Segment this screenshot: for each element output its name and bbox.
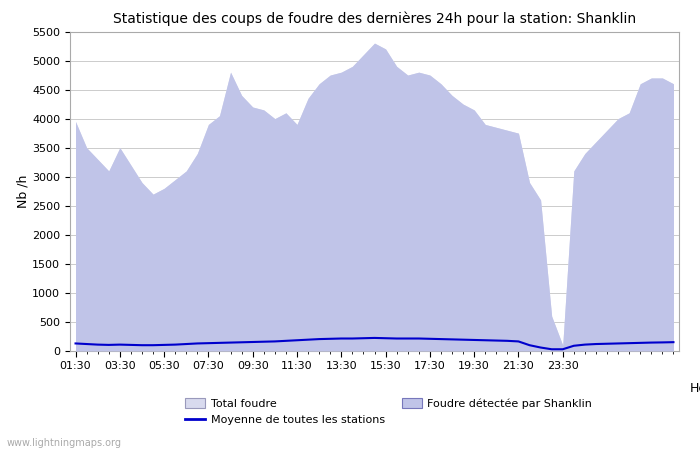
Text: www.lightningmaps.org: www.lightningmaps.org xyxy=(7,438,122,448)
Text: Heure: Heure xyxy=(690,382,700,395)
Y-axis label: Nb /h: Nb /h xyxy=(16,175,29,208)
Legend: Total foudre, Moyenne de toutes les stations, Foudre détectée par Shanklin: Total foudre, Moyenne de toutes les stat… xyxy=(186,398,592,425)
Title: Statistique des coups de foudre des dernières 24h pour la station: Shanklin: Statistique des coups de foudre des dern… xyxy=(113,12,636,26)
